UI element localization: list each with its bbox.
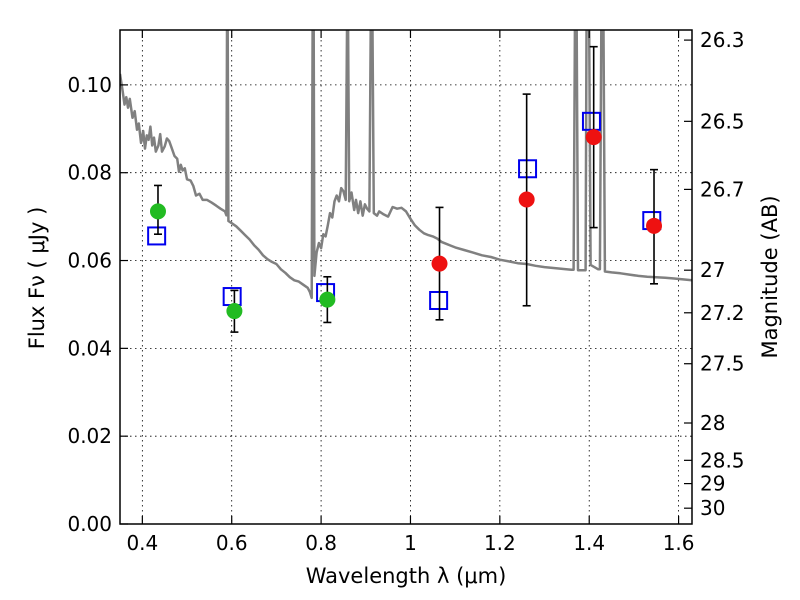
y2-tick-label: 27 [700,258,725,282]
plot-area [120,30,692,333]
y-axis-label: Flux Fν ( μJy ) [25,207,49,350]
observed-flux-point [431,255,448,272]
y-tick-label: 0.08 [67,161,112,185]
y-tick-label: 0.10 [67,73,112,97]
observed-flux-point [518,191,535,208]
y2-tick-label: 28 [700,411,725,435]
observed-flux-point [319,291,336,308]
observed-flux-point [646,217,663,234]
axes: 0.4 0.6 0.8 1 1.2 1.4 1.6 0.00 0.02 0.04 0.06 0.08 0… [67,28,744,555]
x-tick-label: 0.8 [305,531,337,555]
x-tick-label: 1.2 [484,531,516,555]
grid [120,30,692,525]
y2-tick-label: 30 [700,496,725,520]
y2-tick-label: 29 [700,472,725,496]
y-tick-label: 0.04 [67,336,112,360]
y2-tick-label: 26.3 [700,28,745,52]
x-tick-label: 0.4 [126,531,158,555]
observed-flux-point [226,303,243,320]
x-tick-label: 0.6 [216,531,248,555]
y2-tick-label: 27.2 [700,301,745,325]
x-axis-label: Wavelength λ (μm) [306,564,507,588]
model-square-point [429,290,449,310]
y2-axis-label: Magnitude (AB) [758,195,782,358]
y-tick-label: 0.06 [67,249,112,273]
y2-tick-label: 28.5 [700,448,745,472]
model-square-point [518,159,538,179]
x-tick-label: 1.6 [663,531,695,555]
x-tick-label: 1.4 [573,531,605,555]
y2-tick-label: 26.7 [700,177,745,201]
model-square-point [147,226,167,246]
x-tick-label: 1 [404,531,417,555]
y-tick-label: 0.02 [67,424,112,448]
observed-flux-point [585,129,602,146]
plot-frame [119,29,693,525]
model-spectrum-line [120,30,692,300]
y2-tick-label: 27.5 [700,352,745,376]
observed-flux-point [149,203,166,220]
y-tick-label: 0.00 [67,512,112,536]
y2-tick-label: 26.5 [700,109,745,133]
